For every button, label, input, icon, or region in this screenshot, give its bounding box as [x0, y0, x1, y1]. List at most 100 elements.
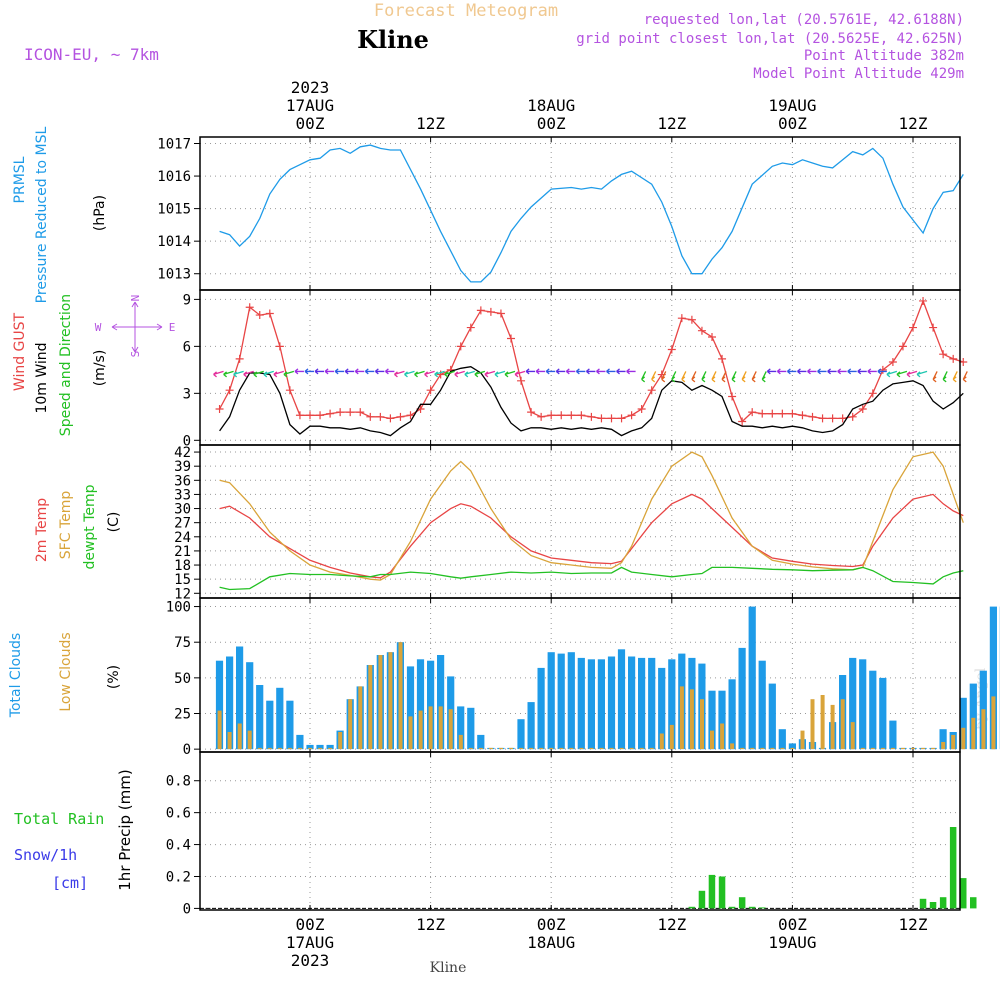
cloud-bar-total [256, 685, 264, 750]
wind-direction-arrow [434, 370, 445, 378]
gust-point [687, 315, 696, 324]
rain-bar [698, 890, 706, 909]
wind-direction-arrow [575, 368, 586, 375]
wind-direction-arrow [641, 371, 647, 383]
cloud-bar-total [326, 744, 334, 750]
gust-point [939, 350, 948, 359]
gust-point [919, 296, 928, 305]
gust-point [758, 409, 767, 418]
wind-direction-arrow [827, 368, 837, 375]
bottom-time-label: 12Z [657, 915, 686, 934]
rain-bar [929, 902, 937, 909]
panel-frame [199, 136, 961, 291]
cloud-bar-total [457, 706, 465, 750]
cloud-bar-low [710, 730, 714, 750]
temp-unit-label-0: (C) [106, 512, 122, 533]
top-time-label: 19AUG [768, 96, 816, 115]
gust-point [225, 386, 234, 395]
wind-arrows [213, 368, 968, 383]
gust-point [898, 342, 907, 351]
wind-direction-arrow [283, 370, 295, 378]
y-tick-label: 39 [174, 459, 191, 475]
y-tick-label: 9 [183, 292, 191, 308]
wind-direction-arrow [233, 370, 244, 378]
cloud-bar-low [539, 747, 544, 750]
cloud-bar-low [488, 747, 493, 750]
top-time-label: 18AUG [527, 96, 575, 115]
cloud-bar-low [860, 747, 865, 750]
header: Forecast Meteogram Kline ICON-EU, ~ 7km … [24, 1, 989, 976]
top-time-label: 00Z [778, 114, 807, 133]
wind-direction-arrow [253, 370, 264, 378]
cloud-bar-low [458, 734, 463, 750]
gust-point [627, 411, 636, 420]
panel-clouds: 0 25 50 75 100 [166, 597, 1000, 758]
series-line-10m-wind [219, 366, 964, 437]
gust-point [486, 307, 495, 316]
cloud-bar-total [236, 646, 244, 750]
super-title: Forecast Meteogram [374, 1, 558, 21]
panels: 1013101410151016101703691215182124273033… [157, 136, 1000, 917]
gust-point [255, 311, 264, 320]
y-tick-label: 42 [174, 445, 191, 461]
temp-2m-label-0: 2m Temp [34, 498, 50, 562]
wind-direction-arrow [837, 368, 847, 375]
cloud-bar-low [338, 732, 343, 750]
cloud-bar-total [889, 720, 897, 750]
panel-wind: 0 3 6 9 [183, 289, 968, 449]
wind-direction-arrow [932, 371, 938, 383]
wind-direction-arrow [691, 371, 697, 383]
cloud-bar-low [890, 747, 895, 750]
cloud-bar-low [529, 747, 534, 750]
clouds-unit-label-0: (%) [106, 665, 122, 689]
cloud-bar-total [527, 702, 535, 750]
y-tick-label: 0 [183, 901, 191, 917]
gust-point [275, 342, 284, 351]
y-tick-label: 100 [166, 600, 191, 616]
cloud-bar-total [708, 690, 716, 750]
gust-point [848, 412, 857, 421]
cloud-bar-low [499, 747, 503, 750]
wind-direction-arrow [545, 368, 556, 375]
wind-unit-label-0: (m/s) [92, 350, 108, 387]
requested-coords: requested lon,lat (20.5761E, 42.6188N) [644, 12, 964, 28]
wind-direction-arrow [661, 371, 667, 383]
cloud-bar-low [720, 723, 725, 750]
rain-bar [970, 897, 977, 909]
model-name: ICON-EU, ~ 7km [24, 45, 159, 64]
wind-direction-arrow [304, 368, 314, 375]
series-line-sfc-temp [219, 451, 964, 581]
y-tick-label: 21 [174, 544, 191, 560]
clouds-total-label-0: Total Clouds [8, 633, 24, 718]
gust-point [215, 404, 224, 413]
wind-direction-arrow [404, 370, 415, 378]
cloud-bar-low [589, 747, 594, 750]
top-time-label: 12Z [657, 114, 686, 133]
bottom-time-label: 00Z [778, 915, 807, 934]
cloud-bar-low [227, 732, 232, 750]
top-time-label: 12Z [899, 114, 928, 133]
cloud-bar-low [378, 655, 383, 750]
wind-direction-arrow [906, 370, 918, 378]
gust-point [386, 414, 395, 423]
bottom-time-label: 00Z [296, 915, 325, 934]
cloud-bar-low [287, 747, 292, 750]
cloud-bar-low [237, 723, 242, 750]
cloud-bar-low [388, 652, 393, 750]
gust-point [356, 408, 365, 417]
total-rain-label: Total Rain [14, 810, 104, 828]
wind-direction-arrow [263, 370, 274, 378]
cloud-bar-total [879, 677, 887, 750]
wind-direction-arrow [334, 368, 345, 375]
y-tick-label: 0.2 [166, 869, 191, 885]
rain-bar [919, 898, 927, 909]
gust-point [537, 412, 546, 421]
cloud-bar-total [969, 683, 977, 750]
gust-point [808, 412, 817, 421]
wind-direction-arrow [847, 368, 857, 375]
gust-point [607, 414, 616, 423]
y-tick-label: 0.8 [166, 774, 191, 790]
gust-point [617, 414, 626, 423]
bottom-time-label: 12Z [899, 915, 928, 934]
